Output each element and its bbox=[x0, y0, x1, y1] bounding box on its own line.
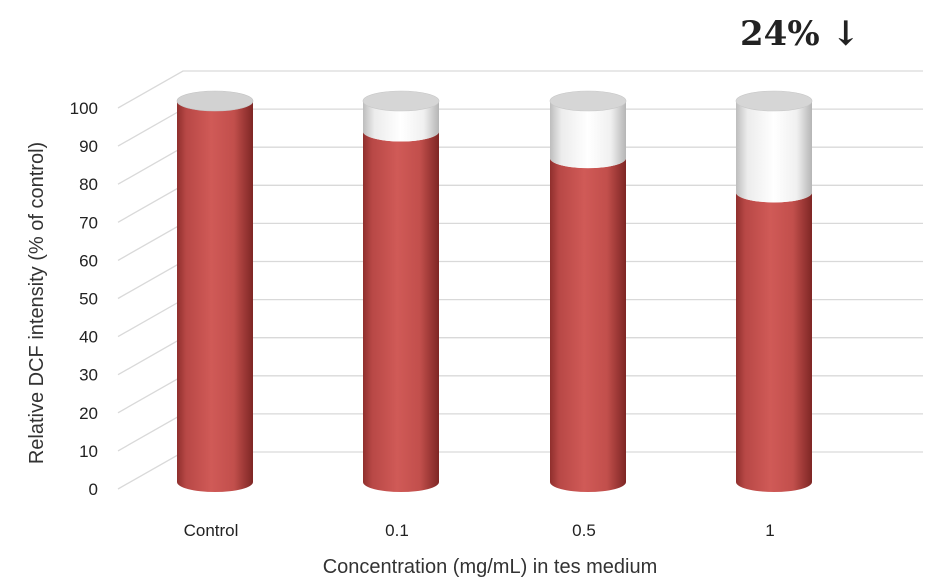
annotation-label: 24% ↓ bbox=[740, 14, 860, 54]
y-axis-title: Relative DCF intensity (% of control) bbox=[26, 142, 48, 464]
bar-cap bbox=[735, 90, 813, 112]
y-tick-label: 80 bbox=[79, 175, 98, 194]
y-tick-label: 30 bbox=[79, 366, 98, 385]
y-tick-label: 90 bbox=[79, 137, 98, 156]
x-tick-label: 0.1 bbox=[385, 521, 409, 540]
bar-cap bbox=[176, 90, 254, 112]
y-tick-label: 70 bbox=[79, 213, 98, 232]
y-tick-label: 10 bbox=[79, 442, 98, 461]
bar-value bbox=[363, 131, 439, 493]
y-tick-label: 50 bbox=[79, 290, 98, 309]
bar-value bbox=[550, 158, 626, 492]
bars bbox=[176, 90, 813, 493]
bar-cap bbox=[362, 90, 440, 112]
x-tick-label: 1 bbox=[765, 521, 774, 540]
x-tick-label: 0.5 bbox=[572, 521, 596, 540]
bar-value bbox=[736, 192, 812, 492]
bar-value bbox=[177, 101, 253, 492]
y-tick-label: 40 bbox=[79, 328, 98, 347]
bar-remainder bbox=[550, 101, 626, 169]
x-axis-title: Concentration (mg/mL) in tes medium bbox=[323, 556, 658, 578]
bar-0.5 bbox=[549, 90, 627, 492]
x-tick-label: Control bbox=[184, 521, 239, 540]
bar-remainder bbox=[363, 101, 439, 142]
bar-0.1 bbox=[362, 90, 440, 493]
y-tick-label: 0 bbox=[89, 480, 98, 499]
x-tick-labels: Control 0.1 0.5 1 bbox=[184, 521, 775, 540]
bar-Control bbox=[176, 90, 254, 492]
bar-cap bbox=[549, 90, 627, 112]
y-tick-labels: 0 10 20 30 40 50 60 70 80 90 100 bbox=[70, 99, 98, 499]
bar-remainder bbox=[736, 101, 812, 203]
y-tick-label: 100 bbox=[70, 99, 98, 118]
y-tick-label: 60 bbox=[79, 251, 98, 270]
bar-1 bbox=[735, 90, 813, 492]
y-tick-label: 20 bbox=[79, 404, 98, 423]
gridline bbox=[117, 70, 923, 109]
